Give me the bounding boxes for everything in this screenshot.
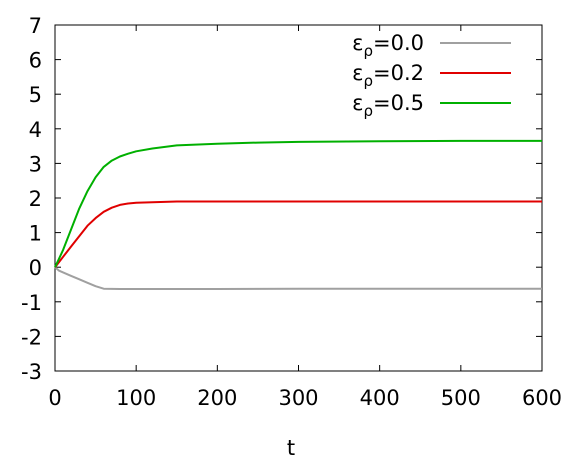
- x-tick-label: 400: [360, 386, 400, 410]
- series-line-2: [54, 139, 542, 268]
- y-tick-label: -2: [21, 325, 42, 349]
- y-tick-label: -3: [21, 360, 42, 384]
- x-tick-labels: 0 100 200 300 400 500 600: [48, 386, 562, 410]
- x-tick-label: 100: [116, 386, 156, 410]
- y-tick-labels: -3 -2 -1 0 1 2 3 4 5 6 7: [21, 14, 42, 384]
- x-tick-label: 0: [48, 386, 61, 410]
- y-tick-label: 4: [29, 118, 42, 142]
- x-tick-label: 200: [197, 386, 237, 410]
- y-tick-label: 1: [29, 222, 42, 246]
- series-line-0: [54, 266, 542, 290]
- axis-ticks: [54, 24, 543, 372]
- y-tick-label: 7: [29, 14, 42, 38]
- series-line-1: [54, 200, 542, 268]
- y-tick-label: 2: [29, 187, 42, 211]
- legend-label-2: ερ=0.5: [352, 91, 424, 120]
- plot-frame: [54, 24, 543, 372]
- legend-label-0: ερ=0.0: [352, 31, 424, 60]
- y-tick-label: 5: [29, 83, 42, 107]
- y-tick-label: 0: [29, 256, 42, 280]
- x-axis-label: t: [287, 436, 295, 460]
- x-tick-label: 600: [522, 386, 562, 410]
- series-lines: [54, 139, 542, 290]
- y-tick-label: -1: [21, 291, 42, 315]
- y-tick-label: 3: [29, 152, 42, 176]
- y-tick-label: 6: [29, 49, 42, 73]
- x-tick-label: 300: [278, 386, 318, 410]
- legend-label-1: ερ=0.2: [352, 61, 424, 90]
- legend: ερ=0.0ερ=0.2ερ=0.5: [352, 31, 511, 120]
- x-tick-label: 500: [441, 386, 481, 410]
